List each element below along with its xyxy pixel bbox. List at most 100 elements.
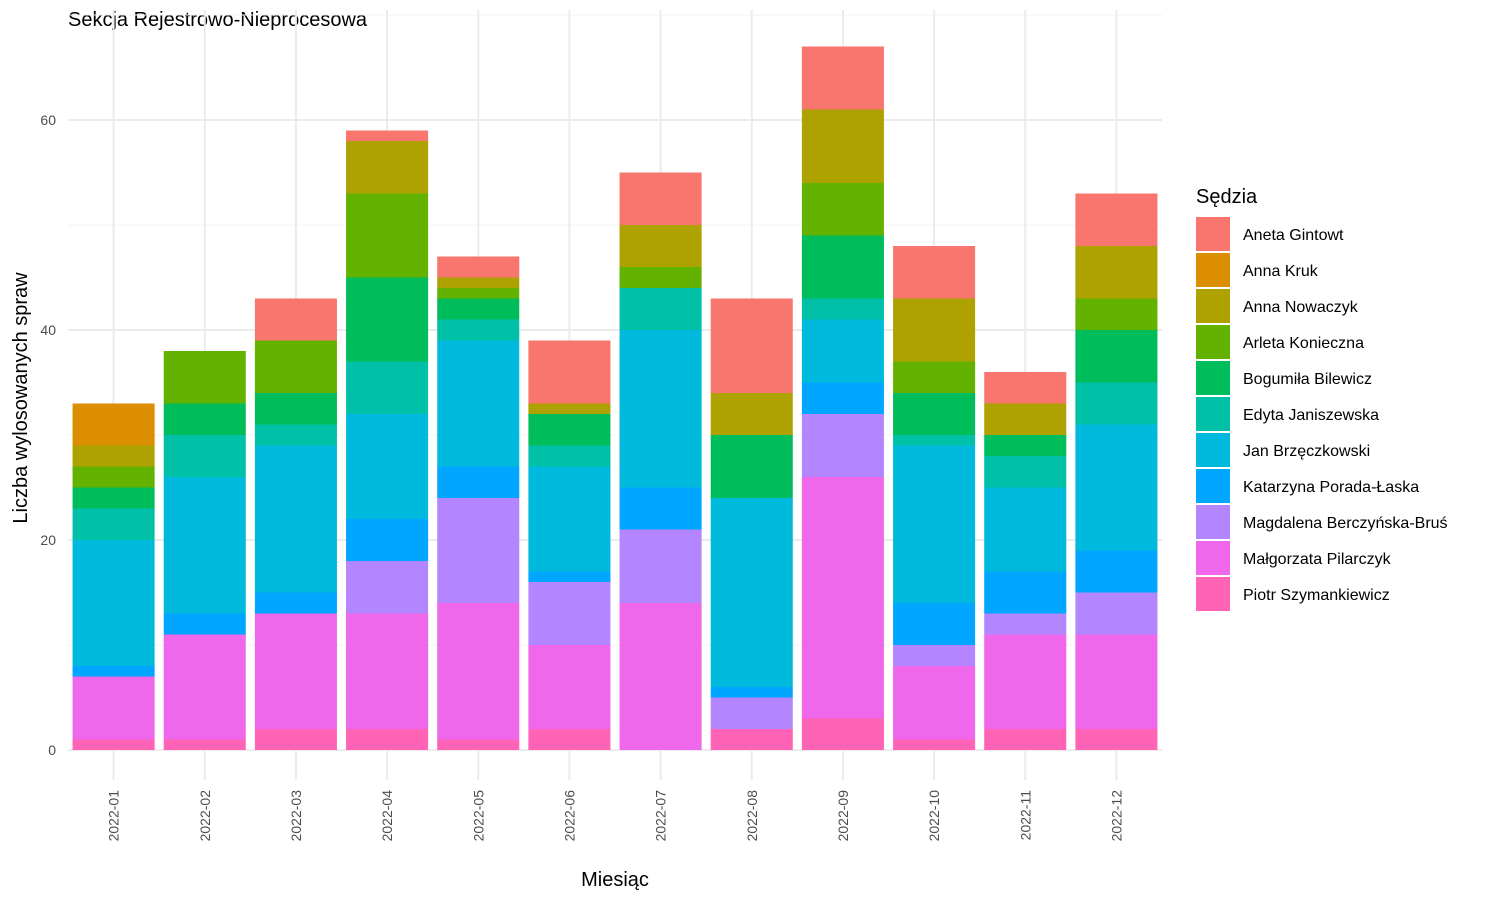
bar-segment	[893, 298, 976, 362]
bar-segment	[163, 435, 246, 477]
bar-segment	[893, 246, 976, 299]
bar-segment	[893, 445, 976, 603]
legend-swatch	[1196, 433, 1230, 467]
bar-segment	[346, 361, 429, 414]
bar-segment	[984, 372, 1067, 404]
x-tick-label: 2022-08	[744, 790, 760, 842]
legend: Sędzia Aneta Gintowt Anna Kruk Anna Nowacz…	[1196, 186, 1448, 611]
bar-segment	[619, 172, 702, 225]
x-tick-label: 2022-02	[197, 790, 213, 842]
bar-segment	[254, 729, 337, 750]
legend-swatch	[1196, 541, 1230, 575]
bar-segment	[346, 277, 429, 362]
bar-segment	[72, 487, 155, 509]
legend-swatch	[1196, 289, 1230, 323]
bar-segment	[163, 477, 246, 614]
bar-segment	[893, 739, 976, 750]
legend-swatch	[1196, 397, 1230, 431]
bar-segment	[984, 729, 1067, 750]
bar-segment	[1075, 424, 1158, 551]
bars	[72, 46, 1158, 750]
bar-segment	[346, 141, 429, 194]
legend-label: Piotr Szymankiewicz	[1243, 587, 1390, 604]
bar-segment	[72, 666, 155, 677]
y-tick-label: 20	[40, 532, 56, 548]
legend-swatch	[1196, 253, 1230, 287]
legend-label: Bogumiła Bilewicz	[1243, 371, 1372, 388]
bar-segment	[437, 277, 520, 288]
x-tick-label: 2022-01	[106, 790, 122, 842]
bar-segment	[163, 613, 246, 635]
bar-segment	[710, 393, 793, 435]
bar-segment	[346, 414, 429, 519]
x-tick-label: 2022-11	[1017, 790, 1033, 841]
bar-segment	[72, 508, 155, 540]
legend-label: Katarzyna Porada-Łaska	[1243, 479, 1419, 496]
bar-segment	[346, 519, 429, 561]
y-axis-title: Liczba wylosowanych spraw	[10, 272, 32, 524]
bar-segment	[984, 571, 1067, 614]
bar-segment	[710, 298, 793, 393]
legend-label: Magdalena Berczyńska-Bruś	[1243, 515, 1448, 532]
legend-label: Aneta Gintowt	[1243, 227, 1344, 244]
bar-segment	[801, 382, 884, 414]
x-tick-label: 2022-12	[1108, 790, 1124, 842]
bar-segment	[1075, 330, 1158, 383]
bar-segment	[72, 445, 155, 467]
bar-segment	[163, 739, 246, 750]
bar-segment	[984, 456, 1067, 488]
bar-segment	[437, 319, 520, 341]
y-axis-ticks: 0 20 40 60	[40, 112, 56, 758]
bar-segment	[254, 445, 337, 593]
legend-item: Magdalena Berczyńska-Bruś	[1196, 505, 1448, 539]
bar-segment	[1075, 729, 1158, 750]
legend-item: Małgorzata Pilarczyk	[1196, 541, 1392, 575]
bar-segment	[437, 288, 520, 299]
bar-segment	[528, 403, 611, 414]
bar-segment	[1075, 246, 1158, 299]
legend-label: Jan Brzęczkowski	[1243, 443, 1370, 460]
bar-segment	[801, 46, 884, 110]
bar-segment	[893, 666, 976, 740]
bar-segment	[528, 340, 611, 404]
bar-segment	[254, 613, 337, 729]
bar-segment	[1075, 193, 1158, 246]
legend-swatch	[1196, 217, 1230, 251]
bar-segment	[710, 435, 793, 498]
x-tick-label: 2022-05	[470, 790, 486, 842]
bar-segment	[801, 319, 884, 383]
bar-segment	[437, 739, 520, 750]
x-tick-label: 2022-04	[379, 790, 395, 842]
bar-segment	[163, 351, 246, 404]
bar-segment	[437, 498, 520, 603]
bar-segment	[346, 729, 429, 750]
legend-item: Piotr Szymankiewicz	[1196, 577, 1390, 611]
bar-segment	[984, 613, 1067, 635]
bar-segment	[619, 330, 702, 488]
bar-segment	[619, 267, 702, 288]
y-tick-label: 0	[48, 742, 56, 758]
bar-segment	[801, 298, 884, 320]
legend-title: Sędzia	[1196, 186, 1258, 208]
bar-segment	[72, 739, 155, 750]
bar-segment	[619, 288, 702, 330]
y-tick-label: 60	[40, 112, 56, 128]
x-axis-title: Miesiąc	[581, 869, 649, 891]
bar-segment	[801, 183, 884, 236]
bar-segment	[437, 466, 520, 498]
legend-item: Aneta Gintowt	[1196, 217, 1344, 251]
bar-segment	[710, 729, 793, 750]
bar-segment	[437, 603, 520, 740]
bar-segment	[984, 403, 1067, 435]
bar-segment	[710, 498, 793, 687]
legend-item: Anna Nowaczyk	[1196, 289, 1359, 323]
x-tick-label: 2022-06	[561, 790, 577, 842]
bar-segment	[254, 340, 337, 393]
x-tick-label: 2022-09	[835, 790, 851, 842]
bar-segment	[619, 529, 702, 603]
bar-segment	[1075, 592, 1158, 635]
bar-segment	[346, 561, 429, 614]
bar-segment	[346, 613, 429, 729]
bar-segment	[893, 435, 976, 446]
